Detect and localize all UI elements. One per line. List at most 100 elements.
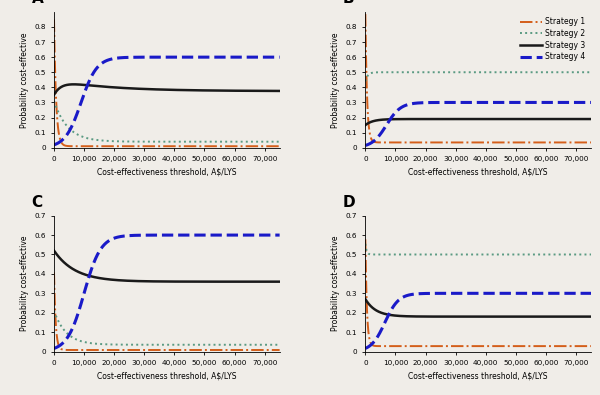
Strategy 4 [373,136,380,141]
Strategy 4 [472,291,479,296]
Strategy 4 [269,55,277,60]
Strategy 1 [137,144,145,149]
Strategy 4 [539,291,547,296]
Line: Strategy 1: Strategy 1 [365,239,591,346]
Strategy 2 [269,139,277,144]
Strategy 2 [62,122,69,127]
Strategy 1 [50,270,58,275]
Text: B: B [343,0,355,6]
Strategy 3 [50,92,58,97]
Strategy 4 [581,100,588,105]
Text: C: C [31,195,43,210]
Strategy 4 [581,100,588,105]
Strategy 4 [587,100,595,105]
Strategy 3 [160,87,167,92]
Strategy 1 [466,344,473,348]
Strategy 1 [276,348,283,352]
Strategy 4 [587,291,595,296]
Strategy 1 [428,140,435,145]
Line: Strategy 4: Strategy 4 [365,102,591,145]
Strategy 1 [472,140,479,145]
Strategy 1 [587,140,595,145]
Strategy 1 [472,344,479,348]
Text: D: D [343,195,355,210]
Strategy 2 [269,342,277,347]
Strategy 4 [228,233,235,237]
Strategy 1 [118,348,125,352]
Strategy 3 [62,261,69,266]
Line: Strategy 3: Strategy 3 [365,119,591,125]
Strategy 3 [581,117,588,121]
Strategy 2 [160,139,167,144]
X-axis label: Cost-effectiveness threshold, A$/LYS: Cost-effectiveness threshold, A$/LYS [409,371,548,380]
Strategy 2 [228,342,235,347]
Strategy 4 [539,100,547,105]
Strategy 4 [269,55,277,60]
Strategy 2 [276,139,283,144]
Strategy 1 [539,140,547,145]
Strategy 1 [373,344,380,348]
Line: Strategy 3: Strategy 3 [54,85,280,95]
Strategy 2 [160,342,167,347]
Line: Strategy 1: Strategy 1 [365,14,591,143]
Strategy 3 [539,314,547,319]
Strategy 2 [447,70,454,75]
X-axis label: Cost-effectiveness threshold, A$/LYS: Cost-effectiveness threshold, A$/LYS [97,371,236,380]
Line: Strategy 3: Strategy 3 [54,250,280,282]
Strategy 2 [373,70,380,75]
Strategy 3 [581,117,588,121]
Strategy 2 [50,308,58,313]
Strategy 2 [373,252,380,257]
Strategy 4 [362,346,369,351]
Strategy 1 [160,144,167,149]
Strategy 2 [466,252,473,257]
Strategy 2 [403,252,410,257]
Strategy 1 [62,143,69,148]
Strategy 1 [228,348,235,352]
Strategy 1 [581,344,588,348]
Strategy 2 [154,342,161,347]
Strategy 3 [70,82,77,87]
Strategy 4 [154,55,161,60]
Strategy 4 [276,233,283,237]
Strategy 1 [269,348,277,352]
Strategy 3 [362,297,369,301]
Strategy 3 [160,279,167,284]
Strategy 1 [581,140,588,145]
Strategy 2 [362,79,369,84]
Strategy 1 [373,140,380,145]
Strategy 3 [269,279,277,284]
Strategy 1 [50,17,58,22]
Strategy 3 [276,88,283,93]
Line: Strategy 2: Strategy 2 [54,101,280,142]
Strategy 1 [269,144,277,149]
Strategy 3 [466,117,473,121]
Strategy 3 [472,314,479,319]
Strategy 4 [50,346,58,351]
Strategy 2 [154,139,161,144]
Line: Strategy 4: Strategy 4 [54,235,280,348]
Strategy 1 [362,237,369,242]
Strategy 4 [269,233,277,237]
Strategy 3 [276,279,283,284]
Strategy 1 [269,348,277,352]
Strategy 4 [581,291,588,296]
Strategy 2 [62,329,69,334]
Strategy 3 [269,88,277,93]
Strategy 3 [269,88,277,93]
Strategy 3 [539,117,547,121]
Strategy 4 [362,143,369,148]
Strategy 4 [466,291,473,296]
Line: Strategy 3: Strategy 3 [365,299,591,317]
Strategy 1 [269,144,277,149]
Strategy 2 [539,252,547,257]
Strategy 3 [587,314,595,319]
Line: Strategy 2: Strategy 2 [365,72,591,81]
Legend: Strategy 1, Strategy 2, Strategy 3, Strategy 4: Strategy 1, Strategy 2, Strategy 3, Stra… [518,16,587,63]
Strategy 1 [62,348,69,352]
Strategy 3 [269,279,277,284]
Strategy 1 [581,344,588,348]
Strategy 4 [269,233,277,237]
Y-axis label: Probability cost-effective: Probability cost-effective [20,32,29,128]
Strategy 2 [269,342,277,347]
